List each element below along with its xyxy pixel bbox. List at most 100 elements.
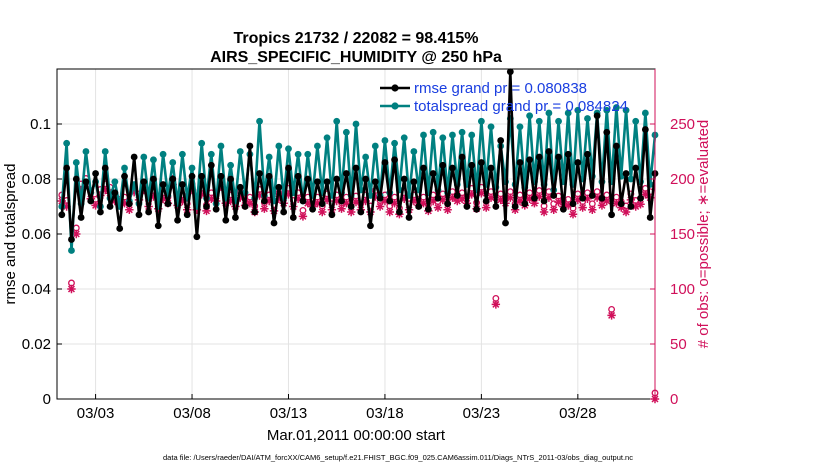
x-tick-label-0: 03/03: [77, 405, 115, 422]
rmse-point: [82, 178, 90, 186]
rmse-point: [58, 211, 66, 219]
totalspread-point: [622, 106, 630, 114]
obs-evaluated-marker: [236, 193, 245, 202]
totalspread-point: [410, 148, 418, 155]
rmse-point: [92, 170, 99, 177]
rmse-point: [400, 175, 408, 183]
rmse-point: [367, 222, 374, 230]
rmse-point: [458, 153, 466, 161]
obs-evaluated-marker: [554, 197, 563, 207]
totalspread-point: [323, 134, 331, 142]
rmse-point: [521, 200, 529, 208]
rmse-point: [477, 159, 485, 166]
rmse-point: [613, 142, 620, 150]
obs-evaluated-marker: [496, 195, 505, 205]
obs-evaluated-marker: [313, 199, 322, 208]
rmse-point: [251, 208, 259, 216]
obs-evaluated-marker: [433, 203, 443, 212]
totalspread-point: [371, 142, 379, 150]
rmse-point: [473, 205, 480, 213]
rmse-point: [463, 203, 471, 210]
rmse-point: [569, 200, 577, 208]
obs-evaluated-marker: [568, 210, 578, 219]
rmse-point: [415, 203, 423, 210]
rmse-point: [357, 208, 365, 216]
totalspread-point: [555, 117, 562, 125]
rmse-point: [584, 150, 591, 158]
obs-evaluated-marker: [597, 201, 607, 210]
obs-evaluated-marker: [255, 191, 264, 200]
rmse-point: [540, 197, 548, 205]
rmse-point: [424, 205, 432, 213]
rmse-point: [516, 159, 524, 166]
totalspread-point: [468, 131, 476, 139]
rmse-point: [323, 178, 331, 186]
rmse-line: [60, 70, 657, 241]
obs-evaluated-marker: [486, 193, 496, 202]
obs-evaluated-marker: [506, 193, 515, 202]
rmse-point: [207, 161, 215, 169]
obs-evaluated-marker: [101, 185, 110, 195]
rmse-point: [420, 164, 427, 172]
legend-rmse-label: rmse grand pr = 0.080838: [414, 80, 587, 97]
x-axis-label: Mar.01,2011 00:00:00 start: [267, 427, 446, 444]
y-right-tick-label-1: 50: [670, 336, 687, 353]
rmse-point: [468, 161, 476, 169]
rmse-point: [150, 175, 157, 183]
rmse-point: [68, 236, 75, 243]
rmse-point: [106, 203, 114, 210]
rmse-point: [97, 208, 104, 216]
rmse-point: [526, 156, 534, 164]
rmse-series: [58, 68, 659, 243]
obs-evaluated-marker: [346, 207, 356, 217]
rmse-point: [217, 172, 225, 180]
rmse-point: [183, 211, 191, 219]
rmse-point: [627, 203, 635, 210]
obs-evaluated-marker: [385, 207, 394, 217]
rmse-point: [236, 183, 244, 191]
rmse-point: [275, 183, 283, 191]
obs-evaluated-marker: [245, 199, 255, 208]
rmse-point: [140, 178, 148, 186]
obs-evaluated-marker: [409, 196, 419, 206]
y-axis-label: rmse and totalspread: [2, 164, 19, 305]
rmse-point: [309, 205, 316, 213]
obs-evaluated-marker: [361, 196, 370, 206]
obs-evaluated-marker: [491, 300, 501, 309]
rmse-point: [574, 159, 582, 166]
rmse-point: [222, 216, 230, 224]
obs-evaluated-marker: [390, 199, 399, 208]
obs-evaluated-marker: [419, 199, 428, 208]
obs-evaluated-marker: [260, 204, 269, 213]
rmse-point: [564, 150, 572, 158]
rmse-point: [285, 164, 292, 172]
rmse-point: [559, 205, 567, 213]
obs-evaluated-marker: [549, 205, 558, 214]
obs-evaluated-marker: [293, 194, 303, 203]
obs-evaluated-marker: [602, 196, 611, 206]
obs-evaluated-marker: [525, 194, 534, 203]
totalspread-point: [101, 148, 109, 155]
legend: rmse grand pr = 0.080838 totalspread gra…: [380, 80, 628, 115]
obs-evaluated-marker: [544, 193, 554, 202]
rmse-point: [391, 156, 398, 164]
totalspread-point: [429, 128, 437, 136]
obs-evaluated-marker: [332, 196, 341, 206]
totalspread-point: [169, 159, 177, 166]
rmse-point: [439, 161, 447, 169]
y-tick-labels: 0 0.02 0.04 0.06 0.08 0.1: [22, 116, 62, 408]
rmse-point: [598, 194, 606, 202]
y-right-tick-label-0: 0: [670, 391, 678, 408]
totalspread-point: [584, 115, 591, 122]
rmse-point: [265, 172, 273, 180]
rmse-point: [304, 175, 312, 183]
rmse-point: [159, 181, 167, 188]
obs-evaluated-marker: [371, 192, 380, 201]
rmse-point: [164, 200, 172, 208]
obs-evaluated-marker: [535, 192, 544, 201]
rmse-point: [352, 164, 360, 172]
obs-evaluated-marker: [264, 196, 274, 206]
rmse-point: [429, 170, 437, 177]
rmse-point: [497, 137, 505, 144]
